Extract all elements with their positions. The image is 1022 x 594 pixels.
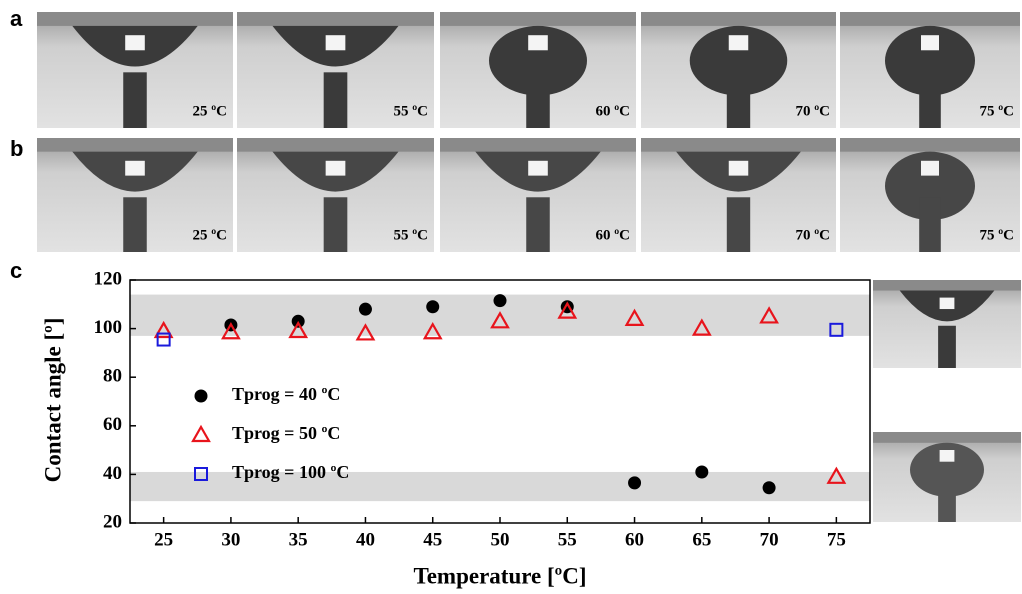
point [426,300,439,313]
window [528,161,548,176]
panel-label: b [10,136,23,161]
window [125,35,145,50]
x-tick-label: 75 [827,529,846,550]
stem [938,326,956,368]
legend-label: Tprog = 40 ºC [232,384,340,404]
photo-caption: 55 ºC [393,227,428,243]
substrate [840,12,1020,26]
photo-caption: 75 ºC [979,103,1014,119]
stem [919,72,941,128]
x-tick-label: 65 [692,529,711,550]
figure: a b c Temperature [ºC] Contact angle [º]… [0,0,1022,594]
y-tick-label: 120 [94,268,123,289]
stem [123,72,147,128]
window [326,161,346,176]
y-tick-label: 40 [103,463,122,484]
photo-caption: 60 ºC [595,103,630,119]
substrate [37,138,233,152]
substrate [237,12,434,26]
x-axis-label: Temperature [ºC] [413,563,586,588]
x-tick-label: 50 [491,529,510,550]
photo-caption: 25 ºC [192,227,227,243]
x-tick-label: 45 [423,529,442,550]
substrate [37,12,233,26]
panel-label: a [10,6,23,31]
photo-caption: 55 ºC [393,103,428,119]
substrate [873,432,1021,443]
stem [526,72,550,128]
stem [526,197,550,252]
window [921,161,939,176]
x-tick-label: 35 [289,529,308,550]
window [528,35,548,50]
stem [324,197,348,252]
y-tick-label: 60 [103,414,122,435]
legend-label: Tprog = 50 ºC [232,423,340,443]
point [763,481,776,494]
stem [919,197,941,252]
photo-caption: 25 ºC [192,103,227,119]
panel-label: c [10,258,22,283]
x-tick-label: 70 [760,529,779,550]
window [729,35,749,50]
stem [324,72,348,128]
point [359,303,372,316]
y-tick-label: 20 [103,511,122,532]
y-tick-label: 80 [103,366,122,387]
window [940,298,955,309]
x-tick-label: 55 [558,529,577,550]
substrate [641,138,836,152]
stem [123,197,147,252]
substrate [237,138,434,152]
window [326,35,346,50]
stem [727,72,750,128]
window [729,161,749,176]
stem [727,197,750,252]
x-tick-label: 40 [356,529,375,550]
x-tick-label: 25 [154,529,173,550]
photo-caption: 60 ºC [595,227,630,243]
x-tick-label: 30 [221,529,240,550]
substrate [873,280,1021,291]
photos [37,12,1021,522]
y-tick-label: 100 [94,317,123,338]
point [494,294,507,307]
legend-label: Tprog = 100 ºC [232,462,349,482]
substrate [440,12,636,26]
point [628,476,641,489]
substrate [440,138,636,152]
y-axis-label: Contact angle [º] [40,318,65,483]
window [921,35,939,50]
substrate [840,138,1020,152]
stem [938,479,956,522]
substrate [641,12,836,26]
legend-marker [195,390,208,403]
point [695,465,708,478]
photo-caption: 75 ºC [979,227,1014,243]
x-tick-label: 60 [625,529,644,550]
window [125,161,145,176]
photo-caption: 70 ºC [795,227,830,243]
window [940,450,955,462]
legend-marker [193,427,209,441]
photo-caption: 70 ºC [795,103,830,119]
